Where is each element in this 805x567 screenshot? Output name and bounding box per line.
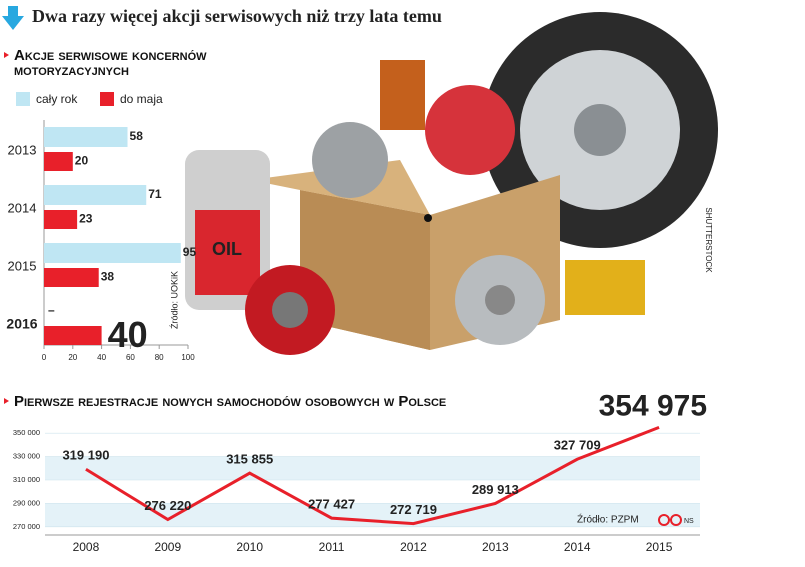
value-label: 20: [75, 154, 89, 168]
credit: SHUTTERSTOCK: [704, 207, 713, 273]
value-label: 277 427: [308, 497, 355, 512]
bullet: [4, 52, 9, 58]
bar: [44, 326, 102, 345]
chart-title: Pierwsze rejestracje nowych samochodów o…: [14, 393, 447, 410]
x-tick-label: 2009: [154, 540, 181, 554]
value-label: 276 220: [144, 498, 191, 513]
illustration: OIL: [185, 12, 718, 355]
x-tick-label: 20: [68, 353, 77, 362]
legend-label: cały rok: [36, 92, 78, 106]
logo: [670, 514, 682, 526]
logo: [658, 514, 670, 526]
x-tick-label: 2008: [73, 540, 100, 554]
value-label: 272 719: [390, 502, 437, 517]
title-arrow: [2, 6, 24, 30]
value-label: 327 709: [554, 438, 601, 453]
y-tick-label: 2013: [8, 142, 37, 157]
value-label: 23: [79, 212, 93, 226]
bar: [44, 152, 73, 171]
value-label: –: [48, 303, 55, 317]
y-tick-label: 310 000: [13, 475, 40, 484]
value-label: 319 190: [62, 448, 109, 463]
chart-title: Akcje serwisowe koncernów motoryzacyjnyc…: [14, 47, 207, 79]
y-tick-label: 330 000: [13, 452, 40, 461]
y-tick-label: 2015: [8, 258, 37, 273]
y-tick-label: 2016: [6, 316, 37, 332]
x-tick-label: 40: [97, 353, 106, 362]
legend-label: do maja: [120, 92, 163, 106]
value-label: 354 975: [599, 389, 707, 422]
x-tick-label: 0: [42, 353, 47, 362]
bar: [44, 268, 99, 287]
bar: [44, 127, 128, 147]
x-tick-label: 80: [155, 353, 164, 362]
source: Źródło: PZPM: [577, 513, 639, 526]
y-tick-label: 350 000: [13, 428, 40, 437]
x-tick-label: 2013: [482, 540, 509, 554]
x-tick-label: 2012: [400, 540, 427, 554]
x-tick-label: 60: [126, 353, 135, 362]
value-label: 38: [101, 270, 115, 284]
legend-swatch: [100, 92, 114, 106]
line: [85, 425, 660, 526]
value-label: 40: [108, 314, 148, 355]
value-label: 289 913: [472, 482, 519, 497]
bullet: [4, 398, 9, 404]
decor: OIL: [212, 239, 242, 259]
y-tick-label: 290 000: [13, 498, 40, 507]
note: NS: [684, 518, 694, 525]
x-tick-label: 100: [181, 353, 195, 362]
value-label: 315 855: [226, 452, 273, 467]
x-tick-label: 2011: [319, 540, 345, 554]
value-label: 71: [148, 187, 162, 201]
legend-swatch: [16, 92, 30, 106]
page-title: Dwa razy więcej akcji serwisowych niż tr…: [32, 6, 442, 26]
y-tick-label: 2014: [8, 200, 37, 215]
value-label: 58: [130, 129, 144, 143]
bar: [44, 210, 78, 229]
x-tick-label: 2010: [236, 540, 263, 554]
x-tick-label: 2014: [564, 540, 591, 554]
x-tick-label: 2015: [646, 540, 673, 554]
grid-band: [45, 456, 700, 480]
bar: [44, 185, 147, 205]
grid-band: [45, 503, 700, 527]
source: Źródło: UOKiK: [169, 271, 179, 329]
y-tick-label: 270 000: [13, 522, 40, 531]
bar: [44, 243, 181, 263]
value-label: 95: [183, 245, 197, 259]
